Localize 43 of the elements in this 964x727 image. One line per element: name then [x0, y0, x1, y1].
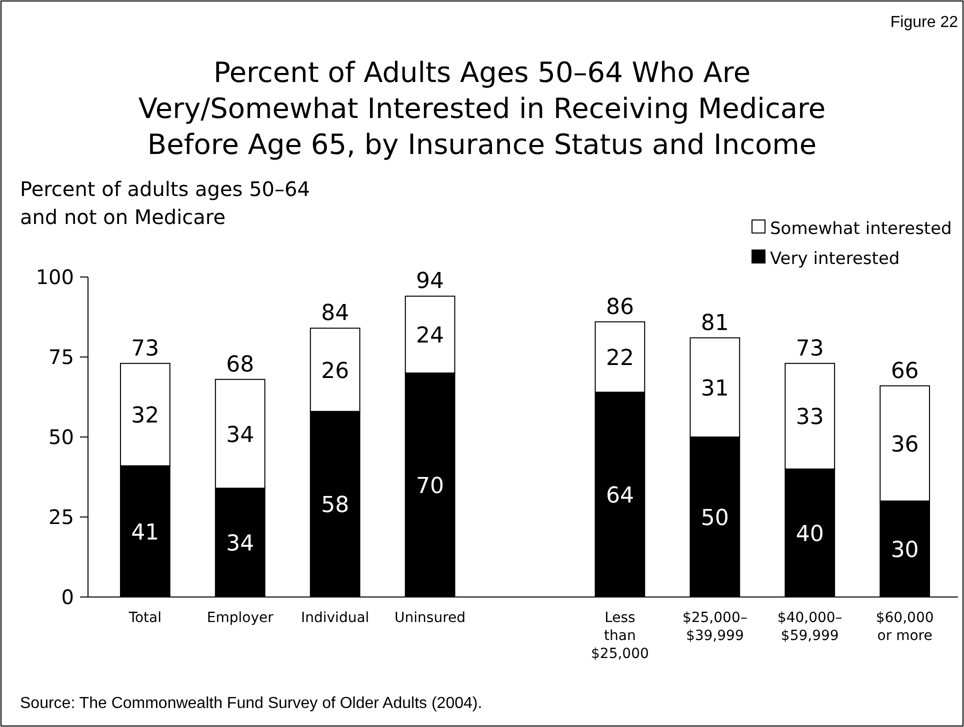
total-label: 86 [606, 294, 634, 320]
total-label: 73 [796, 336, 824, 362]
data-label: 58 [321, 493, 350, 518]
x-tick-label: Total [128, 610, 162, 626]
data-label: 26 [321, 358, 350, 384]
total-label: 94 [416, 269, 444, 294]
data-label: 34 [226, 532, 254, 557]
data-label: 22 [606, 346, 634, 371]
y-axis-title: Percent of adults ages 50–64 and not on Medicare [20, 177, 310, 229]
x-tick-label: Employer [206, 610, 274, 626]
y-tick-label: 0 [61, 585, 74, 609]
y-tick-label: 75 [48, 345, 74, 369]
y-tick-label: 25 [48, 505, 74, 529]
data-label: 31 [700, 376, 729, 402]
y-tick-label: 100 [36, 265, 74, 289]
data-label: 41 [131, 520, 160, 546]
data-label: 32 [131, 404, 160, 429]
legend-label: Very interested [770, 249, 900, 269]
data-label: 30 [890, 538, 919, 563]
data-label: 70 [416, 474, 444, 499]
total-label: 81 [700, 310, 729, 336]
x-tick-label: Individual [300, 610, 370, 626]
total-label: 73 [131, 336, 160, 362]
source-note: Source: The Commonwealth Fund Survey of Older Adults (2004). [20, 695, 482, 712]
data-label: 36 [890, 432, 919, 458]
y-tick-label: 50 [48, 425, 74, 449]
data-label: 24 [416, 324, 444, 349]
total-label: 68 [226, 352, 254, 378]
x-tick-label: $25,000– $39,999 [682, 610, 748, 644]
caption: Figure 22 [890, 14, 958, 31]
x-tick-label: $40,000– $59,999 [777, 610, 842, 644]
legend-label: Somewhat interested [770, 219, 952, 239]
data-label: 64 [606, 484, 634, 509]
data-label: 40 [796, 522, 824, 547]
total-label: 84 [321, 301, 350, 326]
data-label: 50 [700, 506, 729, 531]
data-label: 34 [226, 422, 254, 448]
data-label: 33 [796, 405, 824, 430]
x-tick-label: $60,000 or more [876, 610, 934, 644]
chart-title: Percent of Adults Ages 50–64 Who Are Very/Somewhat Interested in Receiving Medicare Before Age 65, by Insurance Status and Income [138, 56, 826, 161]
x-tick-label: Less than $25,000 [591, 610, 649, 662]
x-tick-label: Uninsured [394, 610, 466, 626]
total-label: 66 [890, 358, 919, 384]
